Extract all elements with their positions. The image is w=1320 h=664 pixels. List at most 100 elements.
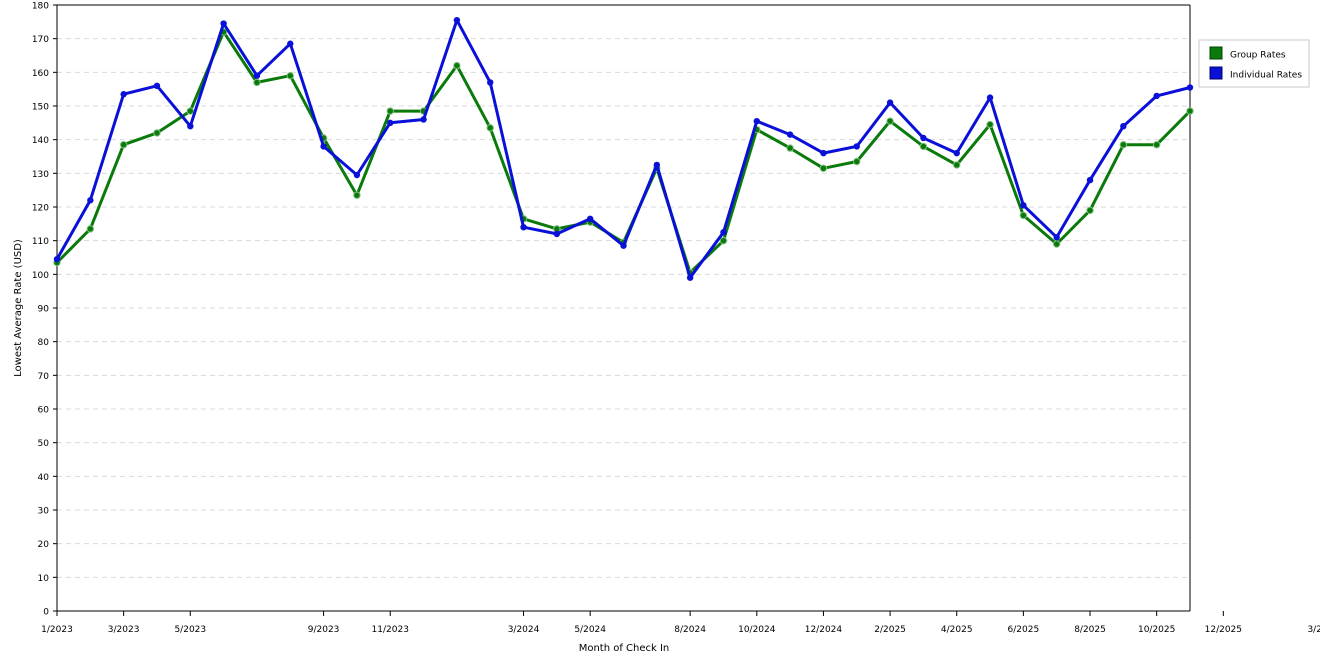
y-tick-label: 50 xyxy=(38,439,50,449)
series-lines xyxy=(53,16,1194,281)
data-point-individual-rates xyxy=(420,116,427,123)
x-tick-label: 10/2024 xyxy=(738,625,776,635)
data-point-group-rates xyxy=(386,107,394,115)
data-point-individual-rates xyxy=(1186,84,1194,91)
data-point-group-rates xyxy=(153,129,161,137)
y-tick-label: 180 xyxy=(32,2,49,12)
data-point-group-rates xyxy=(1086,206,1094,215)
data-point-group-rates xyxy=(953,161,961,169)
data-point-individual-rates xyxy=(920,134,927,142)
data-point-individual-rates xyxy=(853,143,860,150)
legend-label-group-rates: Group Rates xyxy=(1230,51,1286,61)
data-point-group-rates xyxy=(1053,240,1061,248)
data-point-group-rates xyxy=(919,142,928,151)
x-tick-label: 8/2024 xyxy=(674,625,706,635)
x-tick-label: 3/2026 xyxy=(1307,625,1320,635)
data-point-group-rates xyxy=(719,236,728,245)
data-point-group-rates xyxy=(286,72,294,80)
data-point-individual-rates xyxy=(320,143,327,150)
data-point-individual-rates xyxy=(753,117,760,125)
legend: Group Rates Individual Rates xyxy=(1198,39,1310,88)
y-tick-label: 110 xyxy=(32,237,49,247)
data-point-individual-rates xyxy=(953,149,960,157)
data-point-individual-rates xyxy=(253,72,261,79)
y-tick-label: 70 xyxy=(38,372,50,382)
data-point-individual-rates xyxy=(1020,202,1027,209)
x-tick-label: 8/2025 xyxy=(1074,625,1106,635)
y-tick-label: 90 xyxy=(38,305,50,315)
y-tick-label: 80 xyxy=(38,338,50,348)
data-point-individual-rates xyxy=(453,16,461,24)
x-tick-label: 1/2023 xyxy=(41,625,73,635)
data-point-individual-rates xyxy=(120,91,127,98)
y-tick-label: 0 xyxy=(43,608,49,618)
y-tick-label: 10 xyxy=(38,574,50,584)
data-point-individual-rates xyxy=(653,161,661,169)
legend-swatch-individual-rates xyxy=(1209,66,1223,80)
data-point-group-rates xyxy=(486,124,494,132)
data-point-group-rates xyxy=(1019,211,1028,220)
x-tick-label: 2/2025 xyxy=(874,625,906,635)
data-point-individual-rates xyxy=(886,99,894,106)
data-point-individual-rates xyxy=(353,171,361,179)
data-point-individual-rates xyxy=(87,197,94,204)
data-point-group-rates xyxy=(453,61,461,70)
data-point-group-rates xyxy=(853,157,861,166)
data-point-individual-rates xyxy=(387,119,394,127)
data-point-individual-rates xyxy=(1086,176,1094,184)
data-point-individual-rates xyxy=(1153,92,1160,100)
tick-labels: 0 10 20 30 40 50 60 70 80 90 100 110 120 130 140 150 160… xyxy=(32,2,1320,636)
y-tick-label: 40 xyxy=(38,473,50,483)
y-tick-label: 170 xyxy=(32,35,49,45)
data-point-individual-rates xyxy=(786,131,794,138)
data-point-group-rates xyxy=(1119,141,1128,149)
y-tick-label: 130 xyxy=(32,170,49,180)
x-axis-label: Month of Check In xyxy=(579,643,670,654)
data-point-group-rates xyxy=(186,107,194,115)
data-point-individual-rates xyxy=(986,94,994,101)
y-tick-label: 150 xyxy=(32,103,49,113)
x-tick-label: 4/2025 xyxy=(941,625,973,635)
data-point-group-rates xyxy=(786,144,794,152)
x-tick-label: 12/2024 xyxy=(805,625,843,635)
legend-swatch-group-rates xyxy=(1209,46,1223,60)
data-point-individual-rates xyxy=(1053,234,1060,241)
y-tick-label: 160 xyxy=(32,69,49,79)
data-point-individual-rates xyxy=(820,149,827,157)
data-point-group-rates xyxy=(986,120,994,129)
grid-lines xyxy=(57,4,1190,578)
x-tick-label: 11/2023 xyxy=(372,625,409,635)
axes xyxy=(53,4,1224,616)
y-tick-label: 100 xyxy=(32,271,49,281)
x-tick-label: 5/2024 xyxy=(574,625,606,635)
data-point-group-rates xyxy=(353,191,361,199)
x-tick-label: 9/2023 xyxy=(308,625,340,635)
y-axis-label: Lowest Average Rate (USD) xyxy=(13,239,24,377)
series-line-group-rates xyxy=(55,30,1192,275)
x-tick-label: 12/2025 xyxy=(1205,625,1242,635)
x-tick-label: 3/2024 xyxy=(508,625,540,635)
data-point-individual-rates xyxy=(586,215,594,222)
data-point-individual-rates xyxy=(53,255,61,263)
data-point-individual-rates xyxy=(1120,123,1127,130)
y-tick-label: 120 xyxy=(32,204,49,214)
data-point-individual-rates xyxy=(720,229,727,236)
data-point-group-rates xyxy=(86,225,95,233)
data-point-individual-rates xyxy=(520,224,527,231)
data-point-group-rates xyxy=(886,117,894,125)
x-tick-label: 10/2025 xyxy=(1138,625,1175,635)
y-tick-label: 60 xyxy=(38,406,50,416)
data-point-group-rates xyxy=(1186,107,1194,115)
data-point-group-rates xyxy=(119,141,128,149)
data-point-group-rates xyxy=(819,164,828,172)
data-point-group-rates xyxy=(253,78,261,87)
x-tick-label: 5/2023 xyxy=(174,625,206,635)
data-point-group-rates xyxy=(1152,141,1161,149)
legend-label-individual-rates: Individual Rates xyxy=(1230,71,1302,81)
data-point-individual-rates xyxy=(187,123,194,130)
data-point-individual-rates xyxy=(620,242,627,249)
data-point-individual-rates xyxy=(287,40,294,47)
data-point-individual-rates xyxy=(487,79,494,86)
y-tick-label: 20 xyxy=(38,540,50,550)
